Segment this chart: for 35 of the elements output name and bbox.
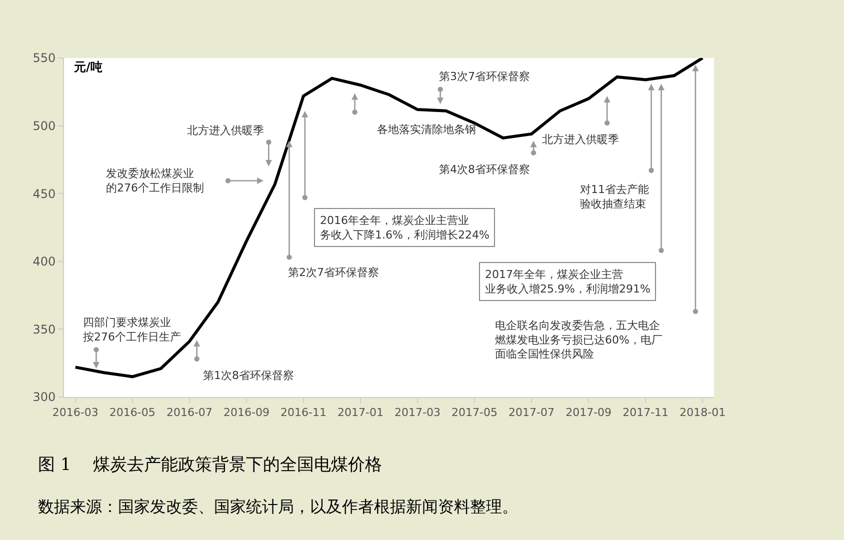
annotation: 2017年全年，煤炭企业主营业务收入增25.9%，利润增291% — [485, 268, 650, 296]
y-tick-label: 400 — [32, 254, 56, 269]
annotation: 各地落实清除地条钢 — [377, 123, 476, 136]
annotation: 电企联名向发改委告急，五大电企燃煤发电业务亏损已达60%，电厂面临全国性保供风险 — [495, 319, 662, 361]
y-tick-label: 450 — [32, 186, 56, 201]
annotation: 北方进入供暖季 — [542, 133, 619, 146]
y-axis-title: 元/吨 — [73, 60, 102, 74]
source-note: 数据来源：国家发改委、国家统计局，以及作者根据新闻资料整理。 — [38, 497, 518, 516]
annotation: 对11省去产能验收抽查结束 — [580, 183, 649, 210]
x-tick-label: 2017-05 — [452, 406, 498, 420]
x-tick-label: 2017-03 — [394, 406, 440, 420]
text: 图 1 煤炭去产能政策背景下的全国电煤价格 — [38, 455, 382, 475]
x-tick-label: 2017-09 — [566, 406, 612, 420]
y-tick-label: 550 — [32, 51, 56, 66]
x-tick-label: 2016-03 — [52, 406, 98, 420]
x-tick-label: 2017-11 — [622, 406, 669, 420]
y-tick-label: 500 — [32, 119, 56, 133]
annotation: 第2次7省环保督察 — [288, 266, 379, 279]
annotation: 发改委放松煤炭业的276个工作日限制 — [106, 167, 204, 194]
annotation: 第4次8省环保督察 — [439, 163, 530, 176]
line-series — [74, 58, 704, 378]
x-tick-label: 2018-01 — [680, 406, 726, 420]
annotation: 2016年全年，煤炭企业主营业务收入下降1.6%，利润增长224% — [320, 214, 490, 242]
x-tick-label: 2016-11 — [280, 406, 326, 420]
y-tick-label: 350 — [32, 322, 56, 336]
x-tick-label: 2016-05 — [109, 406, 156, 420]
x-tick-label: 2016-07 — [166, 406, 212, 420]
y-tick-label: 300 — [32, 390, 56, 404]
annotation: 第1次8省环保督察 — [203, 369, 294, 382]
x-tick-label: 2016-09 — [223, 406, 270, 420]
x-tick-label: 2017-01 — [338, 406, 384, 420]
annotation: 四部门要求煤炭业按276个工作日生产 — [83, 316, 181, 344]
annotation: 北方进入供暖季 — [187, 124, 264, 137]
annotation: 第3次7省环保督察 — [439, 70, 530, 83]
x-tick-label: 2017-07 — [508, 406, 555, 420]
